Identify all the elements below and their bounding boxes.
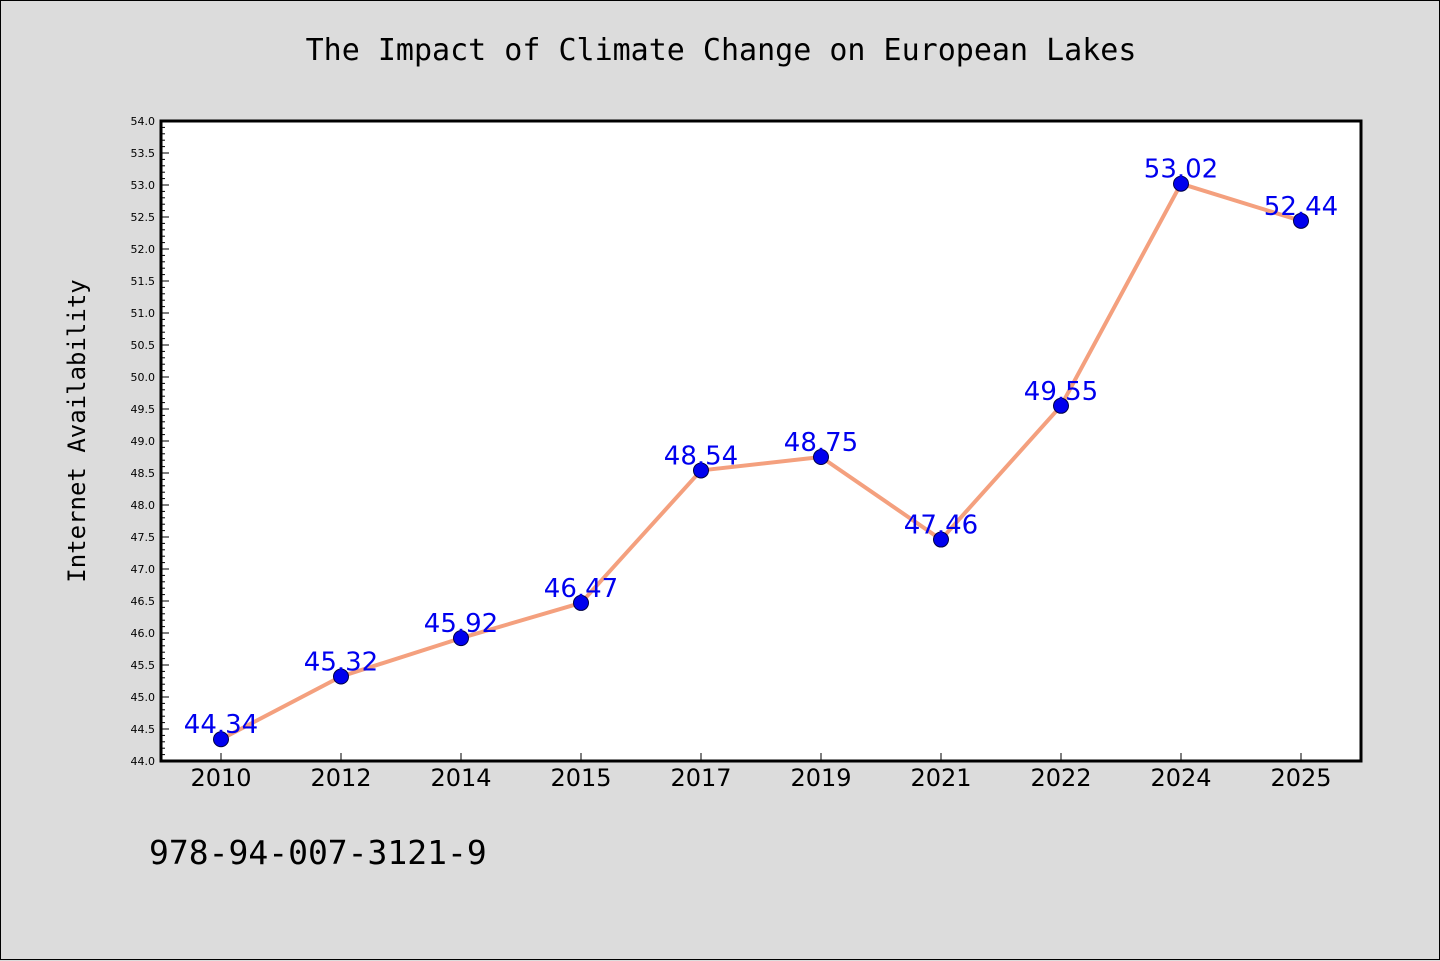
data-label: 46.47 (544, 574, 618, 604)
data-label: 48.54 (664, 441, 738, 471)
y-tick-label: 50.5 (131, 339, 156, 352)
plot-frame (159, 119, 1363, 763)
data-label: 44.34 (184, 710, 258, 740)
data-label: 53.02 (1144, 155, 1218, 185)
data-label: 47.46 (904, 511, 978, 541)
y-tick-label: 44.5 (131, 723, 156, 736)
y-tick-label: 48.0 (131, 499, 156, 512)
x-tick-label: 2015 (550, 764, 611, 792)
data-point[interactable] (213, 731, 229, 748)
x-tick-label: 2019 (790, 764, 851, 792)
data-label: 52.44 (1264, 192, 1338, 222)
y-tick-label: 45.5 (131, 659, 156, 672)
y-tick-label: 47.0 (131, 563, 156, 576)
x-tick-label: 2022 (1030, 764, 1091, 792)
data-label: 45.92 (424, 609, 498, 639)
data-point[interactable] (333, 668, 349, 685)
data-point[interactable] (1173, 175, 1189, 192)
data-point[interactable] (453, 630, 469, 647)
data-label: 49.55 (1024, 377, 1098, 407)
y-tick-label: 50.0 (131, 371, 156, 384)
x-tick-label: 2012 (310, 764, 371, 792)
footer-code: 978-94-007-3121-9 (149, 833, 487, 872)
data-point[interactable] (693, 462, 709, 479)
data-point[interactable] (1293, 212, 1309, 229)
y-tick-label: 46.0 (131, 627, 156, 640)
y-tick-label: 54.0 (131, 115, 156, 128)
data-point[interactable] (573, 594, 589, 611)
x-tick-label: 2024 (1150, 764, 1211, 792)
y-tick-label: 51.0 (131, 307, 156, 320)
data-label: 45.32 (304, 648, 378, 678)
x-tick-label: 2021 (910, 764, 971, 792)
chart-title: The Impact of Climate Change on European… (305, 33, 1137, 68)
x-tick-label: 2014 (430, 764, 491, 792)
x-tick-label: 2017 (670, 764, 731, 792)
y-tick-label: 53.0 (131, 179, 156, 192)
x-tick-label: 2025 (1270, 764, 1331, 792)
y-tick-label: 48.5 (131, 467, 156, 480)
plot-area (161, 121, 1361, 761)
x-tick-label: 2010 (190, 764, 251, 792)
series-line (219, 181, 1303, 742)
y-tick-label: 52.0 (131, 243, 156, 256)
data-label: 48.75 (784, 428, 858, 458)
y-tick-label: 52.5 (131, 211, 156, 224)
data-point[interactable] (933, 531, 949, 548)
data-point[interactable] (813, 449, 829, 465)
y-tick-label: 51.5 (131, 275, 156, 288)
y-tick-label: 49.0 (131, 435, 156, 448)
y-axis-label: Internet Availability (63, 279, 91, 582)
y-tick-label: 47.5 (131, 531, 156, 544)
y-tick-label: 44.0 (131, 755, 156, 768)
y-tick-label: 53.5 (131, 147, 156, 160)
y-tick-label: 46.5 (131, 595, 156, 608)
data-point[interactable] (1053, 397, 1069, 414)
y-tick-label: 45.0 (131, 691, 156, 704)
y-tick-label: 49.5 (131, 403, 156, 416)
